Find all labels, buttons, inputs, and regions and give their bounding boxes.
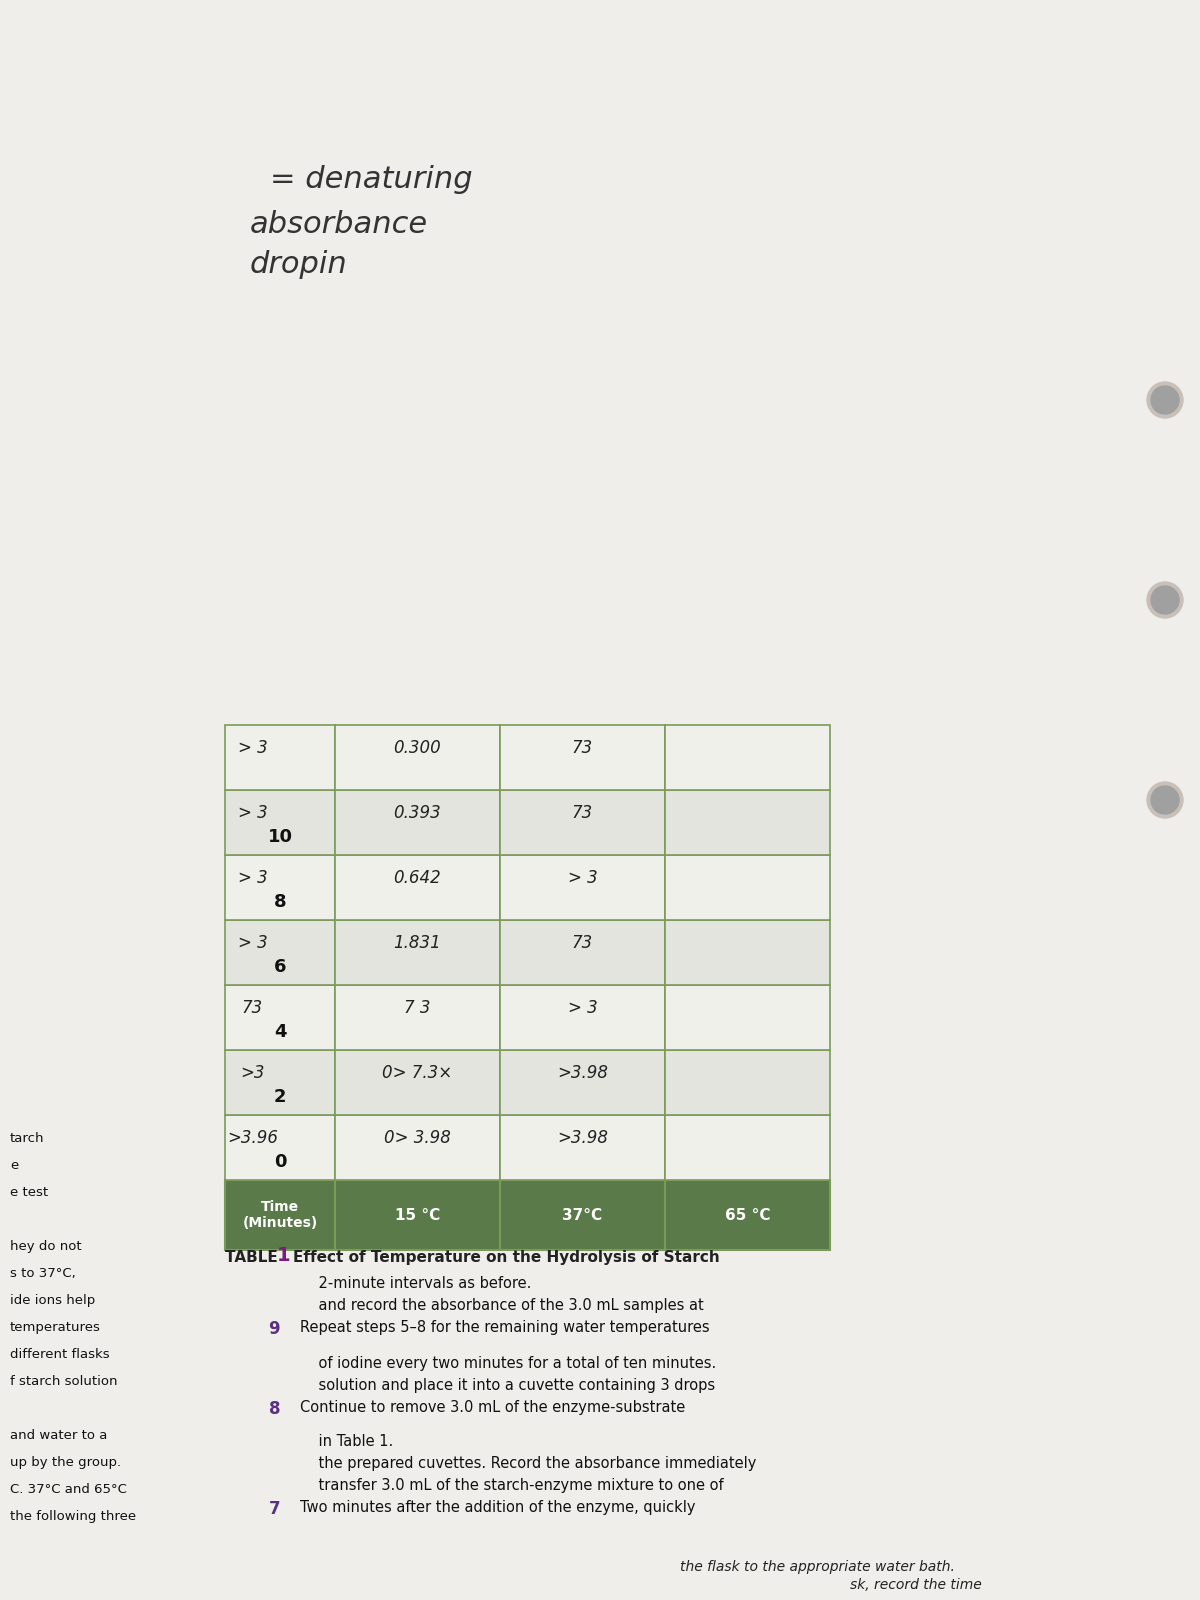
Text: of iodine every two minutes for a total of ten minutes.: of iodine every two minutes for a total …	[300, 1357, 716, 1371]
Text: 0.642: 0.642	[394, 869, 442, 886]
Text: >3.98: >3.98	[557, 1128, 608, 1147]
Text: C. 37°C and 65°C: C. 37°C and 65°C	[10, 1483, 127, 1496]
Text: in Table 1.: in Table 1.	[300, 1434, 394, 1450]
Bar	[226, 790, 335, 854]
Text: 73: 73	[572, 934, 593, 952]
Text: 7: 7	[269, 1501, 280, 1518]
Text: tarch: tarch	[10, 1133, 44, 1146]
Text: hey do not: hey do not	[10, 1240, 82, 1253]
Bar	[665, 1050, 830, 1115]
Bar	[665, 854, 830, 920]
Text: 8: 8	[269, 1400, 280, 1418]
Circle shape	[1151, 386, 1178, 414]
Bar	[500, 854, 665, 920]
Text: Repeat steps 5–8 for the remaining water temperatures: Repeat steps 5–8 for the remaining water…	[300, 1320, 709, 1334]
Circle shape	[1147, 582, 1183, 618]
Text: 4: 4	[274, 1022, 287, 1040]
Bar	[665, 1181, 830, 1250]
Bar	[226, 1115, 335, 1181]
Bar	[665, 725, 830, 790]
Bar	[226, 1181, 335, 1250]
Bar	[335, 920, 500, 986]
Bar	[500, 1050, 665, 1115]
Text: > 3: > 3	[568, 998, 598, 1016]
Bar	[500, 920, 665, 986]
Text: s to 37°C,: s to 37°C,	[10, 1267, 76, 1280]
Text: solution and place it into a cuvette containing 3 drops: solution and place it into a cuvette con…	[300, 1378, 715, 1394]
Bar	[335, 1181, 500, 1250]
Bar	[335, 1050, 500, 1115]
Text: 6: 6	[274, 958, 287, 976]
Text: >3: >3	[240, 1064, 265, 1082]
Text: 2-minute intervals as before.: 2-minute intervals as before.	[300, 1277, 532, 1291]
Text: 9: 9	[269, 1320, 280, 1338]
Text: and water to a: and water to a	[10, 1429, 107, 1442]
Bar	[335, 725, 500, 790]
Text: > 3: > 3	[238, 869, 268, 886]
Text: transfer 3.0 mL of the starch-enzyme mixture to one of: transfer 3.0 mL of the starch-enzyme mix…	[300, 1478, 724, 1493]
Bar	[500, 986, 665, 1050]
Text: up by the group.: up by the group.	[10, 1456, 121, 1469]
Text: TABLE: TABLE	[226, 1250, 283, 1266]
Text: 0> 3.98: 0> 3.98	[384, 1128, 451, 1147]
Bar	[335, 790, 500, 854]
Text: 1: 1	[277, 1246, 298, 1266]
Text: >3.98: >3.98	[557, 1064, 608, 1082]
Bar	[665, 790, 830, 854]
Bar	[226, 854, 335, 920]
Text: 73: 73	[242, 998, 263, 1016]
Circle shape	[1147, 782, 1183, 818]
Text: > 3: > 3	[238, 934, 268, 952]
Text: e test: e test	[10, 1186, 48, 1198]
Bar	[335, 1115, 500, 1181]
Bar	[335, 986, 500, 1050]
Bar	[226, 725, 335, 790]
Bar	[665, 986, 830, 1050]
Circle shape	[1151, 786, 1178, 814]
Bar	[665, 1115, 830, 1181]
Text: 0.393: 0.393	[394, 803, 442, 822]
Text: > 3: > 3	[238, 739, 268, 757]
Text: f starch solution: f starch solution	[10, 1374, 118, 1387]
Text: the following three: the following three	[10, 1510, 136, 1523]
Bar	[226, 986, 335, 1050]
Circle shape	[1147, 382, 1183, 418]
Text: e: e	[10, 1158, 18, 1171]
Bar	[665, 920, 830, 986]
Text: >3.96: >3.96	[227, 1128, 278, 1147]
Text: = denaturing: = denaturing	[270, 165, 473, 194]
Text: 8: 8	[274, 893, 287, 910]
Text: 0> 7.3×: 0> 7.3×	[383, 1064, 452, 1082]
Text: 65 °C: 65 °C	[725, 1208, 770, 1222]
Text: absorbance: absorbance	[250, 210, 428, 238]
Text: the flask to the appropriate water bath.: the flask to the appropriate water bath.	[680, 1560, 955, 1574]
Bar	[335, 854, 500, 920]
Text: Two minutes after the addition of the enzyme, quickly: Two minutes after the addition of the en…	[300, 1501, 696, 1515]
Text: and record the absorbance of the 3.0 mL samples at: and record the absorbance of the 3.0 mL …	[300, 1298, 703, 1314]
Text: 37°C: 37°C	[563, 1208, 602, 1222]
Text: > 3: > 3	[568, 869, 598, 886]
Bar	[500, 1181, 665, 1250]
Text: > 3: > 3	[238, 803, 268, 822]
Text: Time
(Minutes): Time (Minutes)	[242, 1200, 318, 1230]
Bar	[226, 1050, 335, 1115]
Text: different flasks: different flasks	[10, 1347, 109, 1362]
Text: 1.831: 1.831	[394, 934, 442, 952]
Bar	[500, 725, 665, 790]
Text: dropin: dropin	[250, 250, 348, 278]
Text: sk, record the time: sk, record the time	[850, 1578, 982, 1592]
Text: temperatures: temperatures	[10, 1322, 101, 1334]
Text: 2: 2	[274, 1088, 287, 1106]
Circle shape	[1151, 586, 1178, 614]
Bar	[226, 920, 335, 986]
Text: the prepared cuvettes. Record the absorbance immediately: the prepared cuvettes. Record the absorb…	[300, 1456, 756, 1470]
Text: ide ions help: ide ions help	[10, 1294, 95, 1307]
Text: 73: 73	[572, 739, 593, 757]
Text: Effect of Temperature on the Hydrolysis of Starch: Effect of Temperature on the Hydrolysis …	[293, 1250, 720, 1266]
Text: Continue to remove 3.0 mL of the enzyme-substrate: Continue to remove 3.0 mL of the enzyme-…	[300, 1400, 685, 1414]
Bar	[500, 1115, 665, 1181]
Text: 7 3: 7 3	[404, 998, 431, 1016]
Bar	[500, 790, 665, 854]
Text: 0.300: 0.300	[394, 739, 442, 757]
